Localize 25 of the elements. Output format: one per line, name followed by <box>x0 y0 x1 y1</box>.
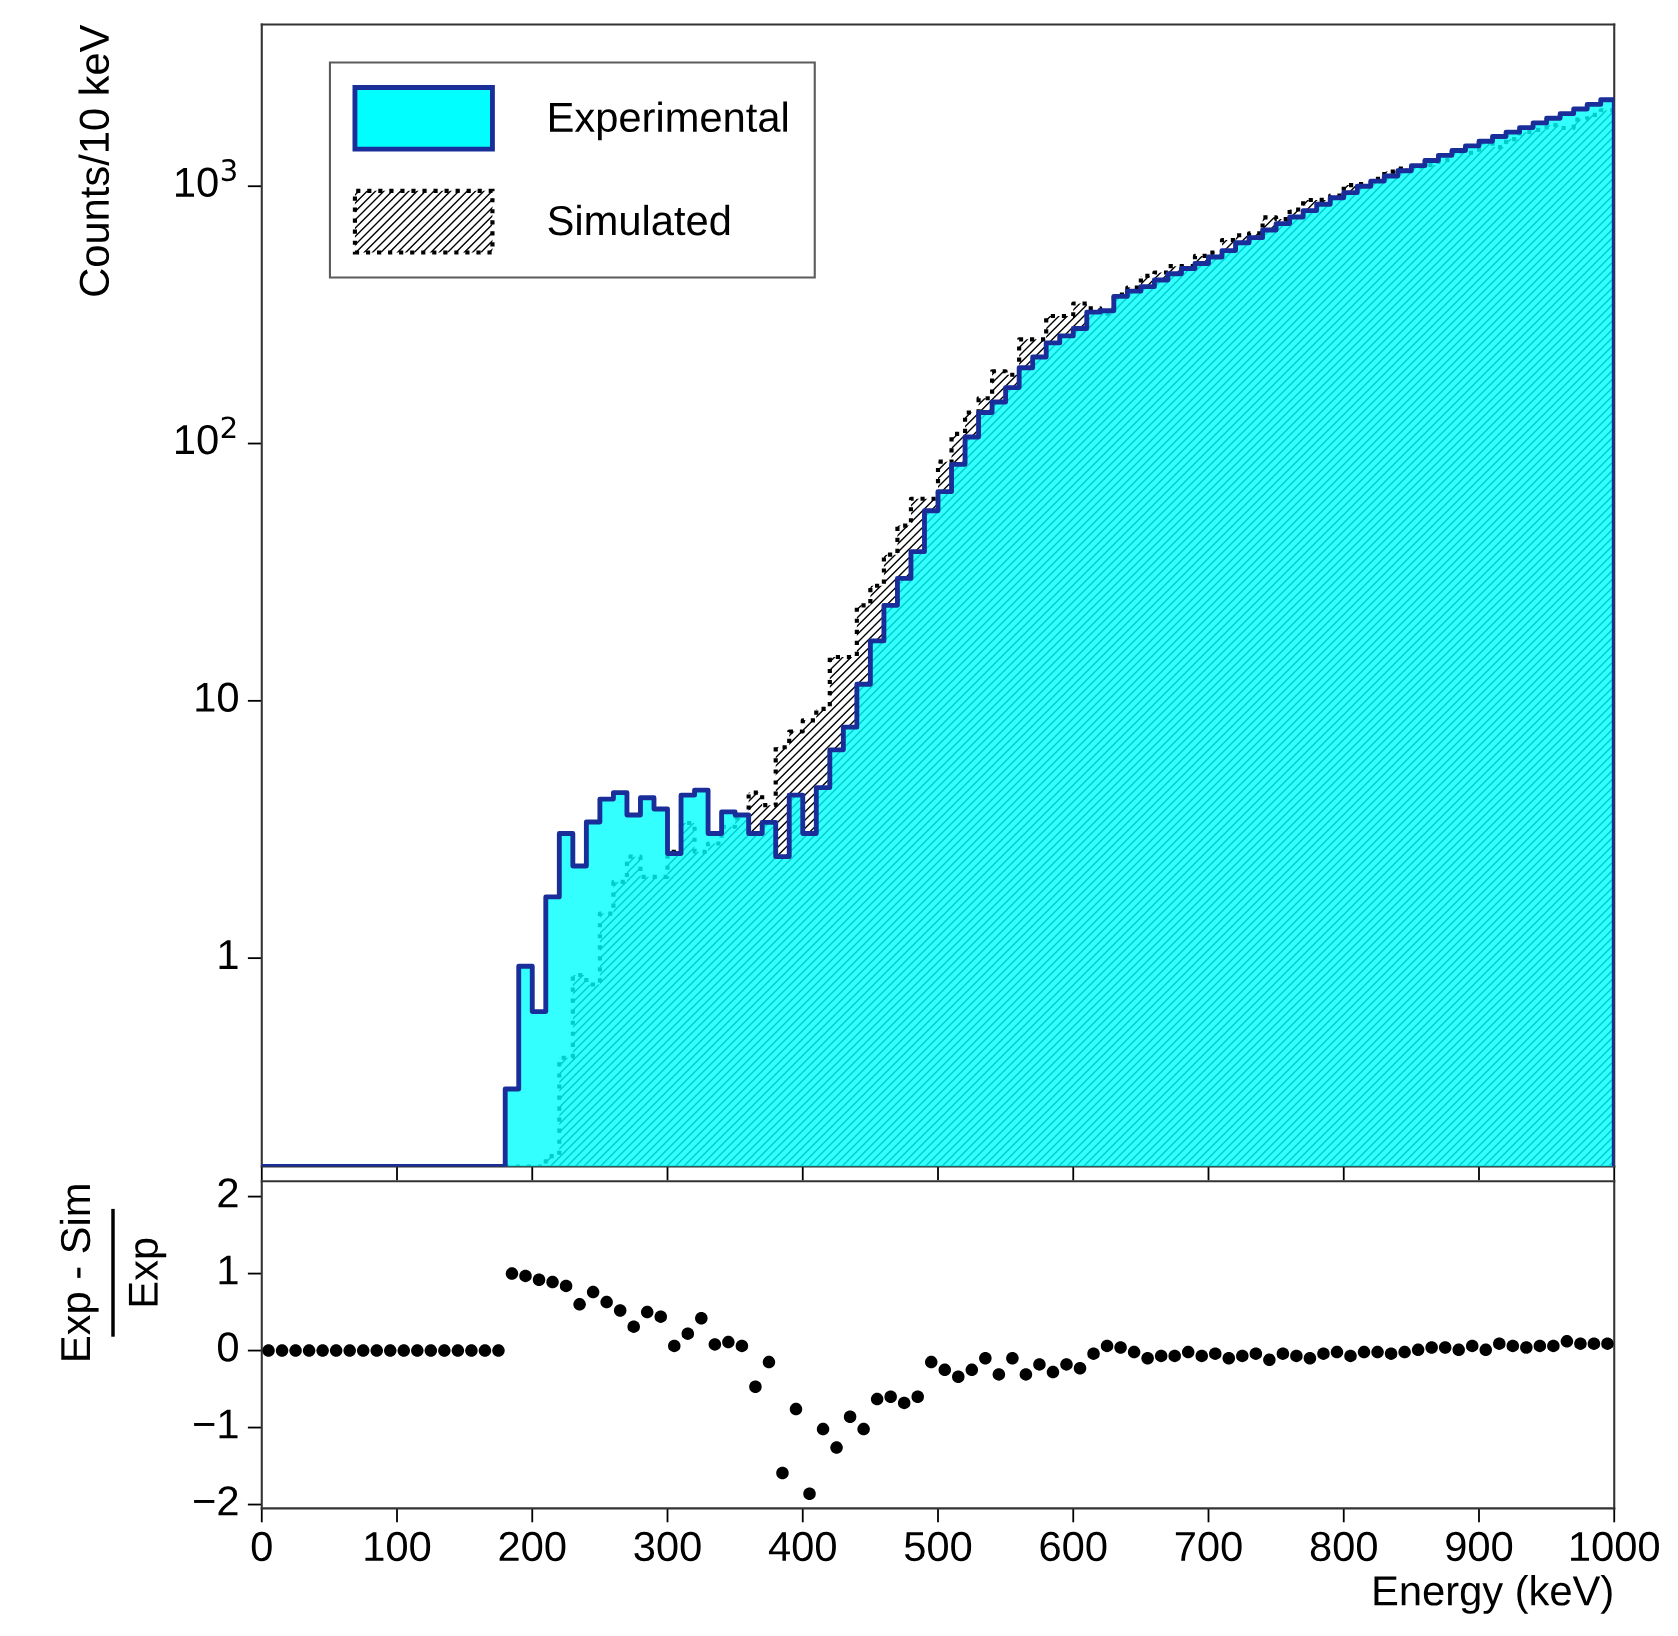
y-tick-label: 10$^{3}$ <box>176 159 236 198</box>
legend-label: Experimental <box>550 101 787 141</box>
x-axis-title: Energy (keV) <box>1374 1575 1612 1614</box>
y-tick-label: −1 <box>194 1409 238 1439</box>
x-tick-label: 100 <box>365 1531 431 1562</box>
x-tick-label: 700 <box>1175 1531 1242 1562</box>
x-tick-label: 0 <box>251 1531 272 1562</box>
y-tick-label: 10 <box>196 682 238 713</box>
y-tick-label: 10$^{2}$ <box>176 416 236 455</box>
x-tick-label: 800 <box>1310 1531 1377 1562</box>
x-tick-label: 500 <box>904 1531 972 1562</box>
y-tick-label: −2 <box>194 1486 238 1516</box>
y-tick-label: 1 <box>219 1255 238 1285</box>
legend-label: Simulated <box>548 204 730 236</box>
x-tick-label: 900 <box>1446 1531 1513 1562</box>
y-tick-label: 0 <box>218 1332 238 1362</box>
x-tick-label: 400 <box>768 1531 836 1562</box>
y-axis-title: Counts/10 keV <box>78 24 110 296</box>
x-tick-label: 200 <box>499 1531 566 1562</box>
y-axis-title: Exp - Sim Exp <box>59 1185 167 1360</box>
x-tick-label: 600 <box>1040 1531 1107 1562</box>
x-tick-label: 300 <box>634 1531 701 1562</box>
y-tick-label: 2 <box>218 1178 238 1208</box>
x-tick-label: 1000 <box>1571 1531 1659 1562</box>
y-tick-label: 1 <box>219 940 238 969</box>
